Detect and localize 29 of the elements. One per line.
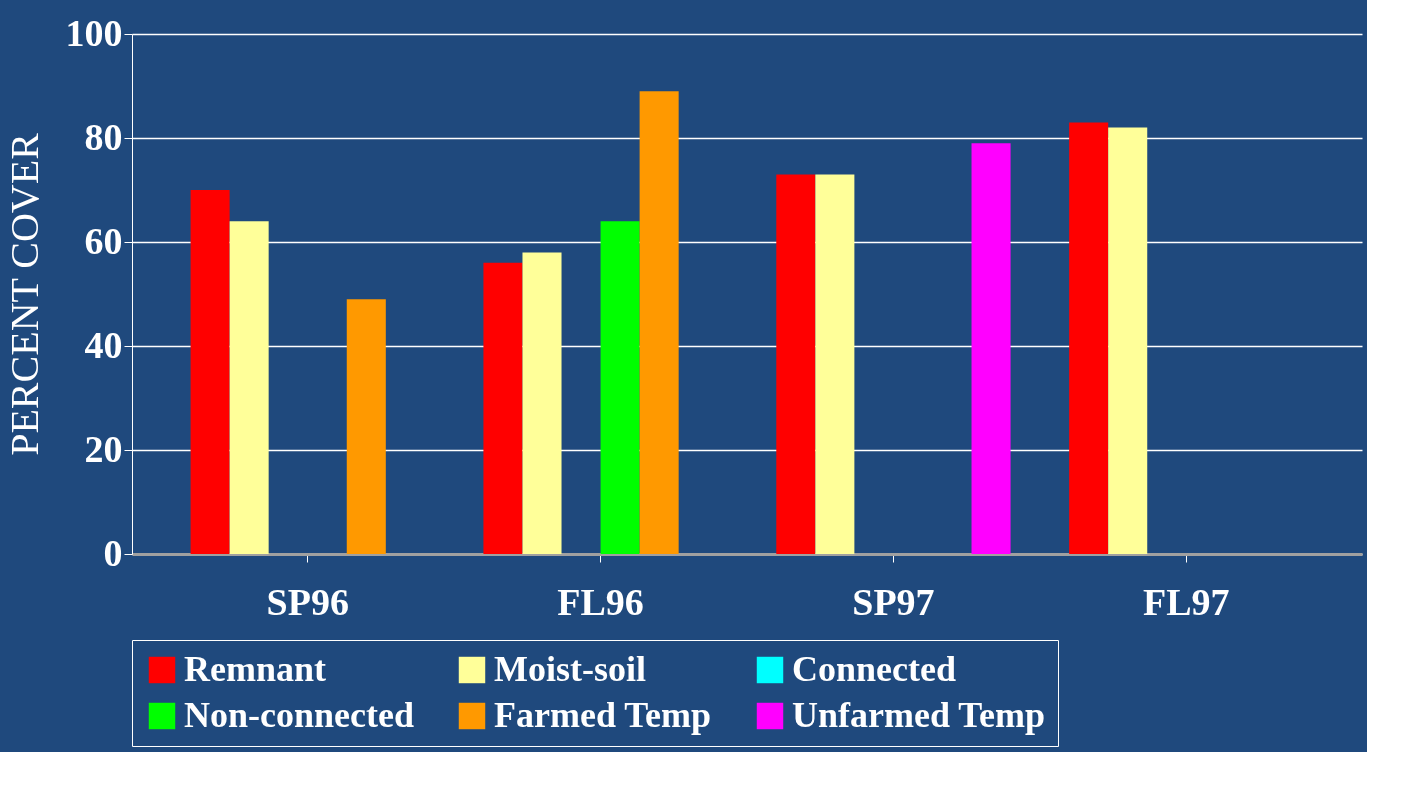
x-tick-label: SP97 (852, 580, 935, 623)
legend-label: Unfarmed Temp (792, 695, 1046, 735)
legend-label: Moist-soil (494, 649, 646, 689)
y-tick-label: 20 (84, 427, 123, 470)
legend-label: Non-connected (184, 695, 414, 735)
bar (600, 221, 640, 554)
y-tick-label: 60 (84, 219, 123, 262)
bar (1069, 122, 1109, 554)
bar (483, 262, 523, 554)
y-tick-label: 0 (103, 531, 123, 574)
y-tick-label: 40 (84, 323, 123, 366)
bar (639, 91, 679, 554)
x-tick-label: FL97 (1143, 580, 1230, 623)
bar (1108, 127, 1148, 554)
bar (971, 143, 1011, 554)
bar (776, 174, 816, 554)
legend-label: Farmed Temp (494, 695, 712, 735)
y-tick-label: 100 (65, 11, 123, 54)
bar (229, 221, 269, 554)
y-tick-label: 80 (84, 115, 123, 158)
legend-label: Remnant (184, 649, 327, 689)
bar (522, 252, 562, 554)
x-tick-label: SP96 (266, 580, 349, 623)
y-axis-title: PERCENT COVER (1, 132, 47, 456)
bar (190, 190, 230, 554)
bar (815, 174, 855, 554)
bar (346, 299, 386, 554)
legend-label: Connected (792, 649, 956, 689)
x-tick-label: FL96 (557, 580, 644, 623)
